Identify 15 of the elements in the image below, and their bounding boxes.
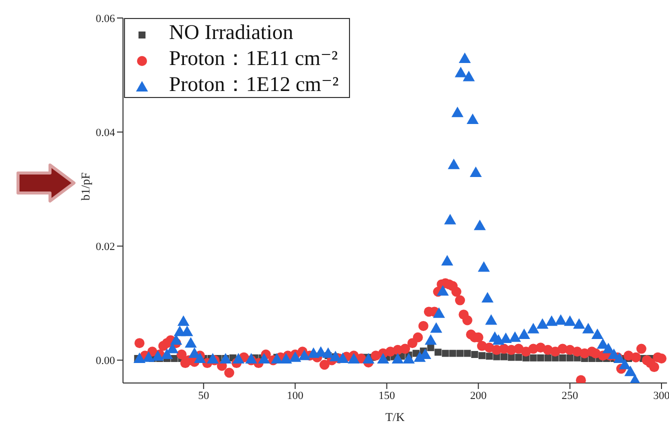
- y-tick-label: 0.02: [96, 241, 115, 254]
- x-axis-title: T/K: [385, 410, 405, 424]
- legend-label: NO Irradiation: [169, 20, 294, 44]
- y-tick-label: 0.04: [96, 126, 116, 139]
- x-tick-label: 200: [470, 390, 488, 402]
- x-tick-label: 300: [653, 390, 669, 402]
- y-tick-label: 0.00: [96, 355, 116, 368]
- legend-label: Proton：1E11 cm⁻²: [169, 46, 338, 70]
- y-axis-title: b1/pF: [78, 172, 92, 200]
- x-tick-label: 150: [378, 390, 396, 402]
- legend-label: Proton：1E12 cm⁻²: [169, 72, 339, 96]
- x-tick-label: 250: [562, 390, 579, 402]
- y-tick-label: 0.06: [96, 12, 116, 25]
- x-tick-label: 100: [286, 390, 304, 402]
- x-tick-label: 50: [198, 390, 210, 402]
